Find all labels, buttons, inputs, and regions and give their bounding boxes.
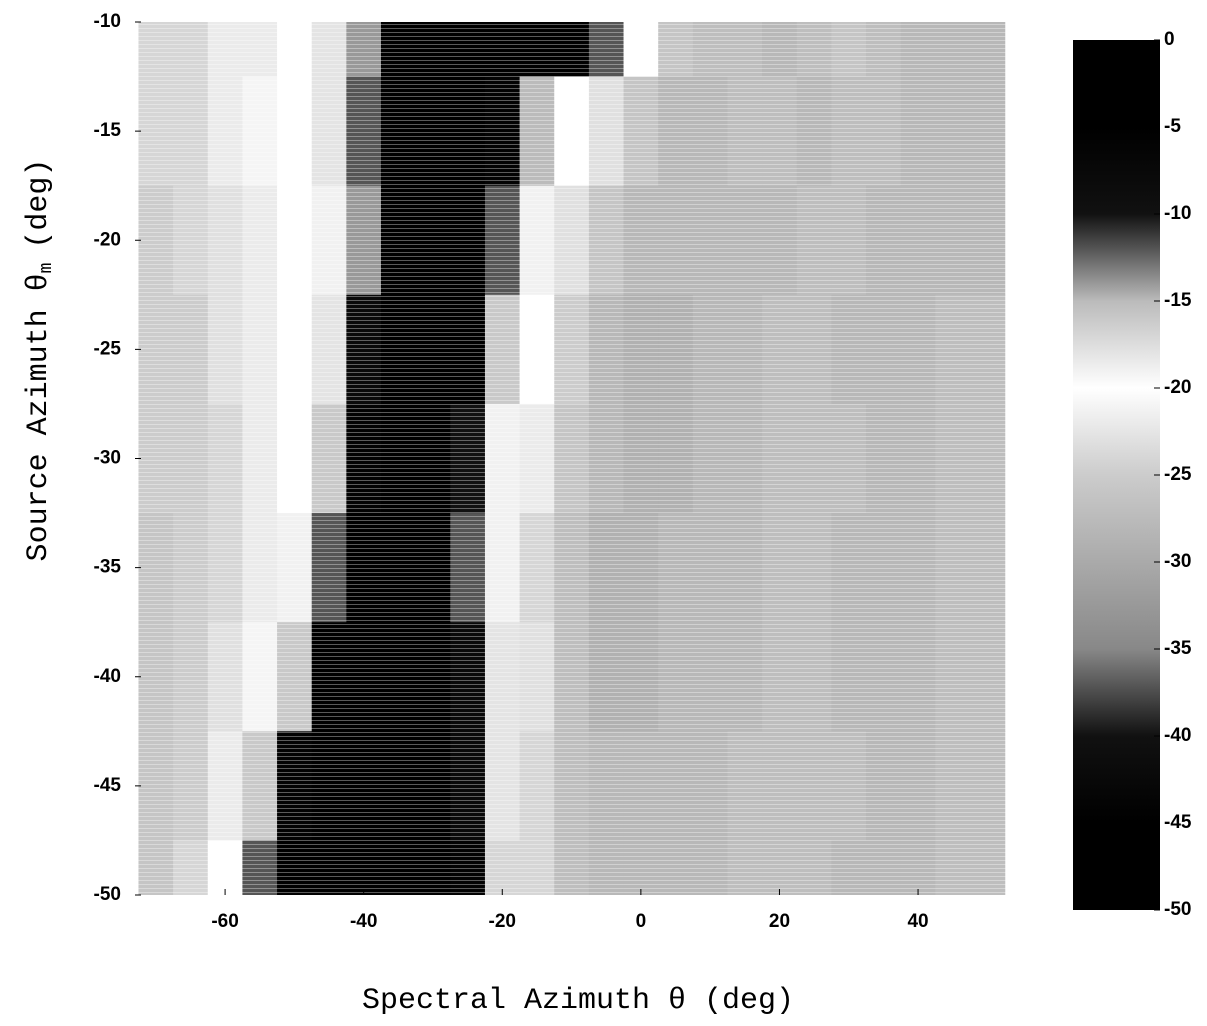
colorbar-tick-label: -15	[1164, 290, 1192, 311]
y-axis-label: Source Azimuth θm (deg)	[22, 159, 57, 562]
colorbar-tick-label: -20	[1164, 377, 1191, 398]
colorbar-tick-label: -25	[1164, 464, 1192, 485]
y-tick-label: -30	[94, 448, 121, 469]
colorbar-tick-label: -30	[1164, 551, 1191, 572]
x-tick-label: -20	[489, 911, 516, 932]
x-tick-label: -60	[211, 911, 238, 932]
y-tick-label: -25	[94, 338, 122, 359]
colorbar-tick-label: -40	[1164, 725, 1191, 746]
y-tick-label: -45	[94, 775, 122, 796]
colorbar-tick-label: 0	[1164, 29, 1175, 50]
y-axis-label-main: Source Azimuth θ	[22, 273, 56, 561]
colorbar-tick-label: -5	[1164, 116, 1181, 137]
y-axis-label-sub: m	[37, 263, 57, 274]
y-tick-label: -35	[94, 557, 122, 578]
x-tick-label: 40	[907, 911, 928, 932]
y-tick-label: -20	[94, 229, 121, 250]
y-tick-label: -10	[94, 11, 121, 32]
colorbar-tick-label: -50	[1164, 899, 1191, 920]
x-tick-label: 20	[769, 911, 790, 932]
y-axis-label-unit: (deg)	[22, 159, 56, 249]
y-tick-label: -40	[94, 666, 121, 687]
x-tick-label: -40	[350, 911, 377, 932]
y-tick-label: -50	[94, 884, 121, 905]
y-tick-label: -15	[94, 120, 122, 141]
colorbar	[1073, 40, 1160, 910]
x-axis-label: Spectral Azimuth θ (deg)	[362, 984, 794, 1018]
texture	[135, 22, 1022, 895]
colorbar-tick-label: -45	[1164, 812, 1192, 833]
colorbar-tick-label: -35	[1164, 638, 1192, 659]
colorbar-tick-label: -10	[1164, 203, 1191, 224]
x-tick-label: 0	[636, 911, 647, 932]
